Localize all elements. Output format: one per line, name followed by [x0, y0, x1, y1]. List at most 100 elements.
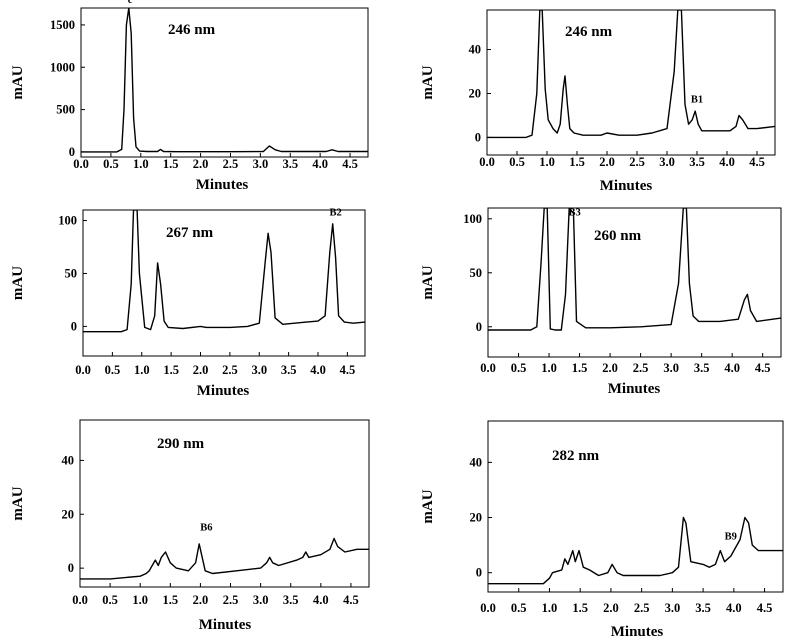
chromatogram-trace	[81, 8, 368, 153]
x-tick-label: 1.5	[163, 363, 179, 377]
x-tick-label: 1.5	[163, 157, 179, 171]
chart-panel-3: 0.0 0.5 1.0 1.5 2.0 2.5 3.0 3.5 4.0 4.5 0 50 100 Minu…	[10, 207, 366, 399]
x-tick-label: 4.0	[719, 155, 735, 169]
x-axis-title: Minutes	[196, 177, 249, 193]
x-tick-label: 3.5	[283, 593, 299, 607]
x-axis-title: Minutes	[608, 381, 661, 397]
x-tick-label: 1.0	[132, 593, 148, 607]
x-tick-label: 4.0	[312, 157, 328, 171]
x-tick-label: 3.0	[253, 157, 269, 171]
x-tick-label: 4.5	[749, 155, 765, 169]
wavelength-label: 246 nm	[168, 22, 216, 38]
wavelength-label: 267 nm	[166, 225, 214, 241]
x-tick-label: 4.0	[313, 593, 329, 607]
y-axis-title: mAU	[10, 266, 26, 300]
x-tick-label: 4.0	[726, 601, 742, 615]
x-tick-label: 1.5	[572, 601, 588, 615]
x-axis-title: Minutes	[611, 624, 664, 640]
x-tick-label: 4.0	[724, 361, 740, 375]
chromatogram-trace	[488, 208, 781, 331]
y-tick-label: 100	[58, 214, 77, 228]
x-tick-label: 2.5	[223, 593, 239, 607]
plot-frame	[82, 209, 366, 357]
peak-label: B3	[569, 208, 581, 219]
x-tick-label: 0.0	[73, 157, 89, 171]
y-axis-title: mAU	[420, 265, 436, 299]
y-axis-title: mAU	[10, 65, 26, 99]
x-tick-label: 0.5	[509, 155, 525, 169]
y-tick-label: 1500	[50, 18, 75, 32]
y-tick-label: 500	[56, 103, 75, 117]
x-tick-label: 3.0	[253, 593, 269, 607]
y-tick-label: 0	[71, 319, 77, 333]
chart-panel-5: 0.0 0.5 1.0 1.5 2.0 2.5 3.0 3.5 4.0 4.5 0 20 40 Minut…	[10, 419, 370, 633]
x-axis-title: Minutes	[199, 617, 252, 633]
x-tick-label: 3.5	[282, 157, 298, 171]
x-tick-label: 3.0	[665, 601, 681, 615]
y-tick-label: 50	[470, 266, 483, 280]
x-tick-label: 0.5	[102, 593, 118, 607]
x-tick-label: 2.0	[193, 593, 209, 607]
chart-panel-2: 0.0 0.5 1.0 1.5 2.0 2.5 3.0 3.5 4.0 4.5 0 20 40 Minut…	[420, 9, 776, 194]
x-axis-title: Minutes	[197, 383, 250, 399]
y-tick-label: 50	[65, 266, 78, 280]
x-tick-label: 0.5	[511, 361, 527, 375]
y-axis-title: mAU	[420, 65, 436, 99]
y-tick-label: 40	[469, 43, 482, 57]
y-tick-label: 0	[68, 561, 74, 575]
x-tick-label: 1.0	[539, 155, 555, 169]
x-tick-label: 3.0	[663, 361, 679, 375]
chart-panel-6: 0.0 0.5 1.0 1.5 2.0 2.5 3.0 3.5 4.0 4.5 0 20 40 Minut…	[420, 420, 784, 640]
chromatogram-trace	[80, 537, 369, 580]
wavelength-label: 290 nm	[157, 436, 205, 452]
x-tick-label: 1.5	[569, 155, 585, 169]
x-tick-label: 4.5	[340, 363, 356, 377]
y-tick-label: 40	[470, 455, 483, 469]
y-tick-label: 0	[69, 145, 75, 159]
chromatogram-panels: 0.0 0.5 1.0 1.5 2.0 2.5 3.0 3.5 4.0 4.50500100015…	[10, 0, 784, 640]
x-tick-label: 2.5	[222, 363, 238, 377]
x-tick-label: 0.5	[103, 157, 119, 171]
x-tick-label: 2.0	[193, 157, 209, 171]
plot-frame	[79, 419, 370, 588]
x-tick-label: 2.0	[193, 363, 209, 377]
y-tick-label: 20	[470, 511, 483, 525]
x-tick-label: 2.5	[223, 157, 239, 171]
peak-label: B9	[725, 532, 737, 543]
x-tick-label: 2.5	[633, 361, 649, 375]
x-tick-label: 3.5	[689, 155, 705, 169]
x-tick-label: 3.5	[281, 363, 297, 377]
y-axis-title: mAU	[10, 486, 26, 520]
peak-label: B6	[200, 522, 212, 533]
x-tick-label: 4.5	[755, 361, 771, 375]
x-tick-label: 4.5	[342, 157, 358, 171]
x-tick-label: 1.0	[134, 363, 150, 377]
x-tick-label: 2.5	[629, 155, 645, 169]
x-tick-label: 2.0	[603, 601, 619, 615]
x-tick-label: 1.0	[541, 361, 557, 375]
x-tick-label: 2.0	[602, 361, 618, 375]
y-tick-label: 20	[469, 86, 482, 100]
x-tick-label: 4.0	[310, 363, 326, 377]
chromatogram-trace	[83, 210, 365, 333]
y-tick-label: 40	[62, 453, 75, 467]
plot-frame	[80, 7, 369, 158]
x-tick-label: 0.5	[105, 363, 121, 377]
y-tick-label: 0	[476, 566, 482, 580]
x-tick-label: 4.5	[343, 593, 359, 607]
peak-label: c	[128, 0, 133, 6]
plot-frame	[487, 207, 782, 358]
x-tick-label: 3.5	[694, 361, 710, 375]
x-tick-label: 0.0	[480, 601, 496, 615]
chart-panel-1: 0.0 0.5 1.0 1.5 2.0 2.5 3.0 3.5 4.0 4.5 0 500 1000 15…	[10, 0, 369, 193]
wavelength-label: 282 nm	[552, 448, 600, 464]
y-tick-label: 1000	[50, 60, 75, 74]
peak-label: B2	[329, 207, 341, 218]
x-tick-label: 4.5	[757, 601, 773, 615]
x-tick-label: 0.0	[479, 155, 495, 169]
chart-panel-4: 0.0 0.5 1.0 1.5 2.0 2.5 3.0 3.5 4.0 4.5 0 50 100 Minu…	[420, 207, 782, 397]
x-tick-label: 1.0	[542, 601, 558, 615]
chromatogram-trace	[487, 10, 775, 139]
peak-label: B1	[691, 94, 703, 105]
